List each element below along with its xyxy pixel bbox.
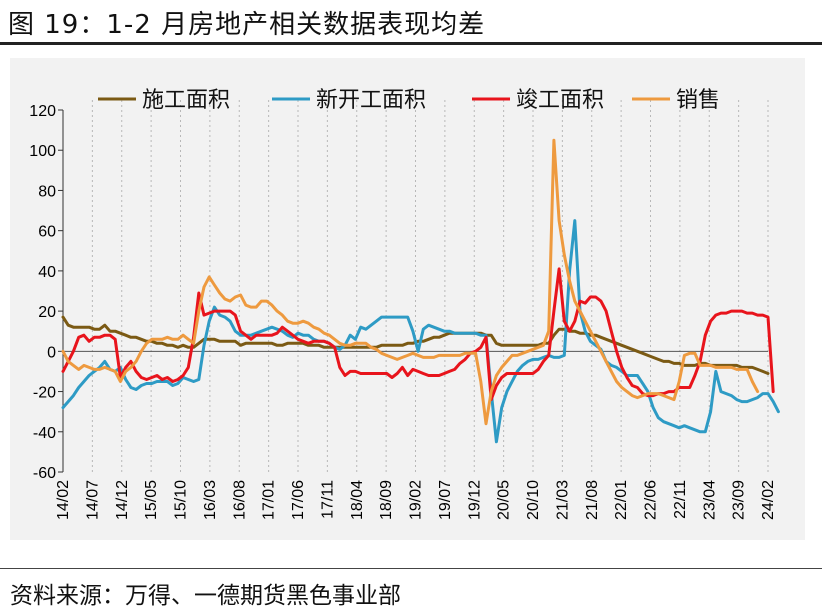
y-tick-label: 100 (29, 143, 56, 160)
x-tick-label: 18/04 (349, 480, 366, 520)
x-tick-label: 16/08 (231, 480, 248, 520)
x-tick-label: 17/11 (319, 480, 336, 519)
x-tick-label: 19/12 (466, 480, 483, 520)
legend-label: 销售 (676, 88, 720, 113)
y-tick-label: -40 (33, 425, 56, 442)
x-tick-label: 23/09 (731, 480, 748, 520)
series-line-2 (61, 267, 775, 402)
source-rule (0, 568, 822, 569)
x-tick-label: 18/09 (378, 480, 395, 520)
y-axis: 120 100 80 60 40 20 0 -20 -40 -60 (29, 103, 768, 482)
figure-title: 图 19：1-2 月房地产相关数据表现均差 (8, 10, 486, 40)
y-tick-label: 60 (38, 224, 56, 241)
x-tick-label: 22/11 (672, 480, 689, 519)
legend-label: 新开工面积 (316, 88, 426, 113)
y-tick-label: 20 (38, 304, 56, 321)
legend-label: 竣工面积 (516, 88, 604, 113)
source-note: 资料来源：万得、一德期货黑色事业部 (10, 583, 401, 609)
x-tick-label: 19/02 (408, 480, 425, 520)
x-tick-label: 20/10 (525, 480, 542, 520)
series-lines (61, 138, 780, 444)
x-tick-label: 23/04 (701, 480, 718, 520)
x-tick-label: 24/02 (760, 480, 777, 520)
legend-label: 施工面积 (142, 88, 230, 113)
x-tick-label: 15/10 (173, 480, 190, 520)
x-tick-label: 19/07 (437, 480, 454, 520)
x-tick-label: 17/01 (261, 480, 278, 520)
y-tick-label: -20 (33, 385, 56, 402)
x-tick-label: 21/08 (584, 480, 601, 520)
vertical-grid (91, 100, 769, 472)
y-tick-label: 40 (38, 264, 56, 281)
x-tick-label: 14/02 (55, 480, 72, 520)
legend: 施工面积 新开工面积 竣工面积 销售 (98, 88, 720, 113)
x-tick-label: 17/06 (290, 480, 307, 520)
x-tick-label: 20/05 (496, 480, 513, 520)
y-tick-label: 120 (29, 103, 56, 120)
x-tick-label: 14/07 (84, 480, 101, 520)
x-tick-label: 22/01 (613, 480, 630, 520)
y-tick-label: 0 (47, 344, 56, 361)
x-tick-label: 16/03 (202, 480, 219, 520)
y-tick-label: 80 (38, 183, 56, 200)
x-axis: 14/02 14/07 14/12 15/05 15/10 16/03 16/08 17/01… (55, 480, 777, 520)
x-tick-label: 22/06 (643, 480, 660, 520)
plot-area (10, 58, 805, 540)
title-rule (0, 42, 822, 45)
series-line-1 (61, 219, 780, 444)
series-line-3 (61, 138, 760, 426)
y-tick-label: -60 (33, 465, 56, 482)
x-tick-label: 14/12 (114, 480, 131, 520)
x-tick-label: 15/05 (143, 480, 160, 520)
x-tick-label: 21/03 (554, 480, 571, 520)
